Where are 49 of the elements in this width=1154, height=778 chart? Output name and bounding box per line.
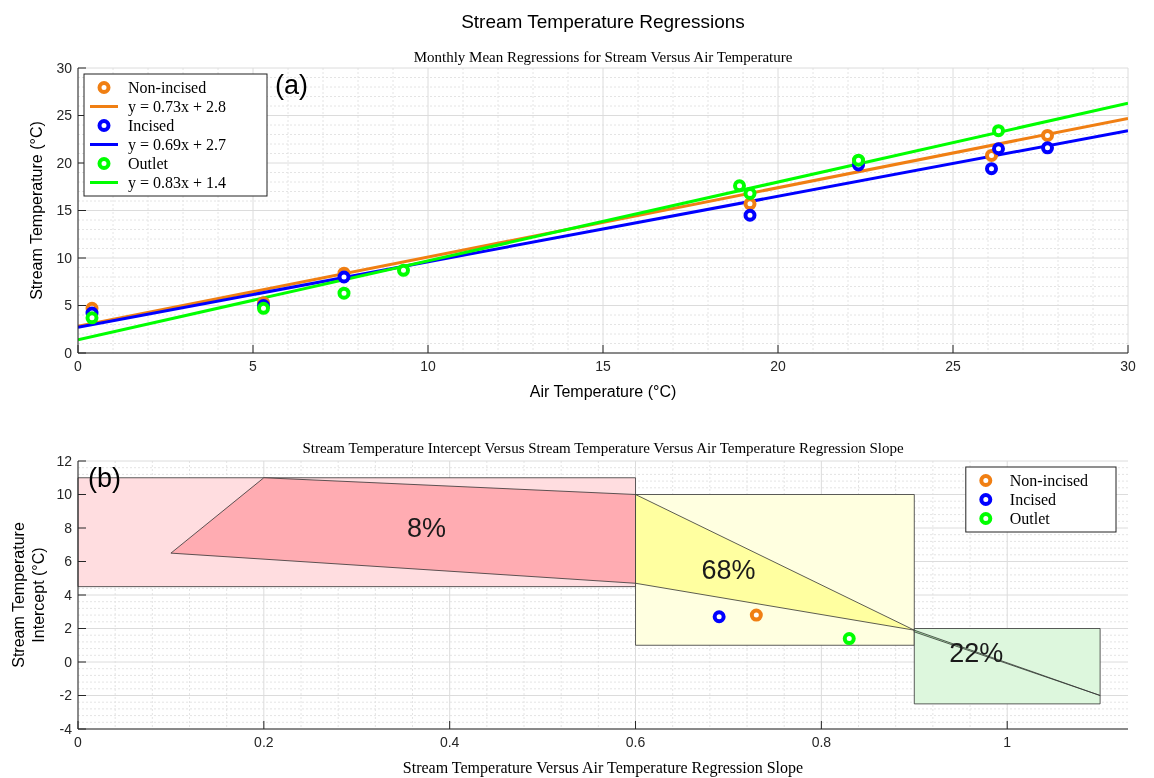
y-tick-label: 10 — [56, 249, 73, 266]
legend-label: Incised — [1009, 491, 1056, 509]
legend-label: Outlet — [1009, 510, 1051, 528]
x-tick-label: 0.8 — [811, 734, 832, 750]
chart-subtitle: Monthly Mean Regressions for Stream Versus Air Temperature — [413, 49, 793, 65]
x-axis-title: Stream Temperature Versus Air Temperature Regression Slope — [402, 759, 804, 777]
y-axis-title: Stream Temperature (°C) — [28, 121, 45, 300]
y-tick-label: 20 — [56, 154, 73, 171]
x-tick-label: 5 — [249, 358, 258, 374]
x-tick-label: 0.4 — [439, 734, 460, 750]
annotation: (a) — [275, 70, 308, 100]
y-tick-label: 12 — [56, 452, 73, 469]
annotation: (b) — [88, 463, 121, 493]
legend-label: y = 0.69x + 2.7 — [128, 136, 227, 155]
x-tick-label: 30 — [1120, 358, 1136, 374]
x-tick-label: 0 — [74, 734, 83, 750]
y-tick-label: 5 — [64, 297, 73, 314]
y-tick-label: 4 — [64, 586, 73, 603]
x-tick-label: 1 — [1003, 734, 1012, 750]
y-tick-label: -2 — [59, 687, 73, 704]
x-tick-label: 0 — [74, 358, 83, 374]
legend-label: Incised — [128, 117, 175, 135]
legend-label: Non-incised — [128, 79, 207, 97]
y-tick-label: 6 — [64, 553, 73, 570]
x-tick-label: 25 — [945, 358, 961, 374]
legend-label: Outlet — [128, 155, 169, 173]
y-tick-label: 15 — [56, 202, 73, 219]
legend-label: y = 0.73x + 2.8 — [128, 98, 227, 117]
legend-label: Non-incised — [1009, 472, 1088, 490]
x-axis-title: Air Temperature (°C) — [529, 383, 677, 400]
x-tick-label: 20 — [770, 358, 786, 374]
y-tick-label: 2 — [64, 620, 73, 637]
y-tick-label: 8 — [64, 519, 73, 536]
annotation: 8% — [406, 512, 446, 543]
chart-title: Stream Temperature Regressions — [461, 11, 745, 32]
x-tick-label: 10 — [420, 358, 436, 374]
y-tick-label: -4 — [59, 720, 73, 737]
x-tick-label: 15 — [595, 358, 611, 374]
x-tick-label: 0.2 — [254, 734, 274, 750]
y-tick-label: 10 — [56, 486, 73, 503]
y-axis-title: Stream Temperature Intercept (°C) — [10, 522, 47, 668]
y-tick-label: 30 — [56, 59, 73, 76]
y-tick-label: 0 — [64, 344, 73, 361]
legend-label: y = 0.83x + 1.4 — [128, 174, 227, 193]
y-tick-label: 25 — [56, 107, 73, 124]
chart-title: Stream Temperature Intercept Versus Stream Temperature Versus Air Temperature Regression Slope — [302, 440, 904, 456]
annotation: 68% — [701, 554, 756, 585]
x-tick-label: 0.6 — [625, 734, 646, 750]
y-tick-label: 0 — [64, 653, 73, 670]
